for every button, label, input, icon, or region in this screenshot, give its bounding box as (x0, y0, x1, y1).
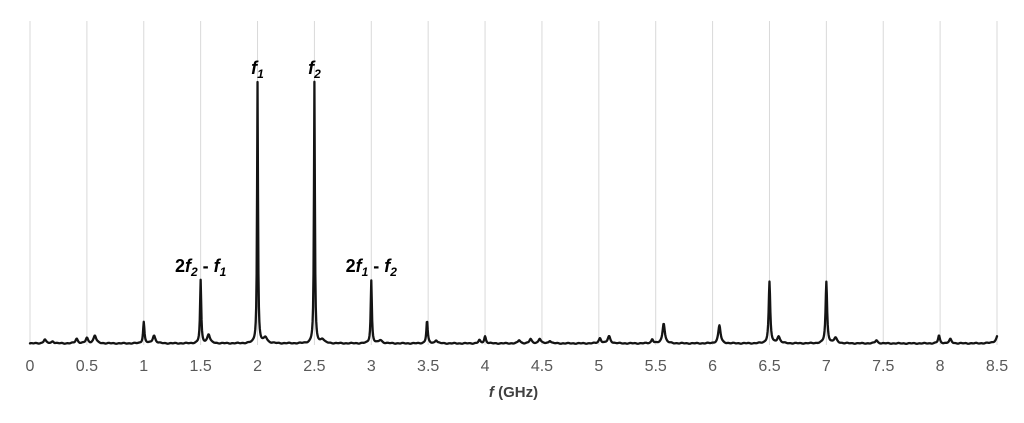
spectrum-trace (28, 80, 999, 345)
x-tick-label: 8 (936, 358, 945, 375)
x-tick-label: 0 (26, 358, 35, 375)
x-tick-label: 6 (708, 358, 717, 375)
x-tick-label: 8.5 (986, 358, 1008, 375)
x-tick-label: 4 (481, 358, 490, 375)
x-axis-title: f (GHz) (489, 384, 538, 401)
peak-annotation: 2f2 - f1 (175, 256, 227, 279)
x-tick-label: 5.5 (645, 358, 667, 375)
peak-annotation: f2 (308, 58, 321, 81)
x-tick-label: 3 (367, 358, 376, 375)
x-tick-label: 2.5 (303, 358, 325, 375)
x-tick-label: 7 (822, 358, 831, 375)
x-axis-tick-labels: 0 0.5 1 1.5 2 2.5 3 3.5 4 4.5 5 5.5 6 6.5 7 7.5 8 8.5 (26, 358, 1009, 375)
x-tick-label: 5 (594, 358, 603, 375)
peak-annotation: f1 (251, 58, 264, 81)
x-tick-label: 1 (139, 358, 148, 375)
x-tick-label: 3.5 (417, 358, 439, 375)
x-tick-label: 4.5 (531, 358, 553, 375)
gridlines (29, 21, 998, 345)
x-tick-label: 6.5 (758, 358, 780, 375)
x-tick-label: 2 (253, 358, 262, 375)
x-tick-label: 1.5 (190, 358, 212, 375)
x-tick-label: 7.5 (872, 358, 894, 375)
peak-annotation: 2f1 - f2 (346, 256, 398, 279)
x-tick-label: 0.5 (76, 358, 98, 375)
